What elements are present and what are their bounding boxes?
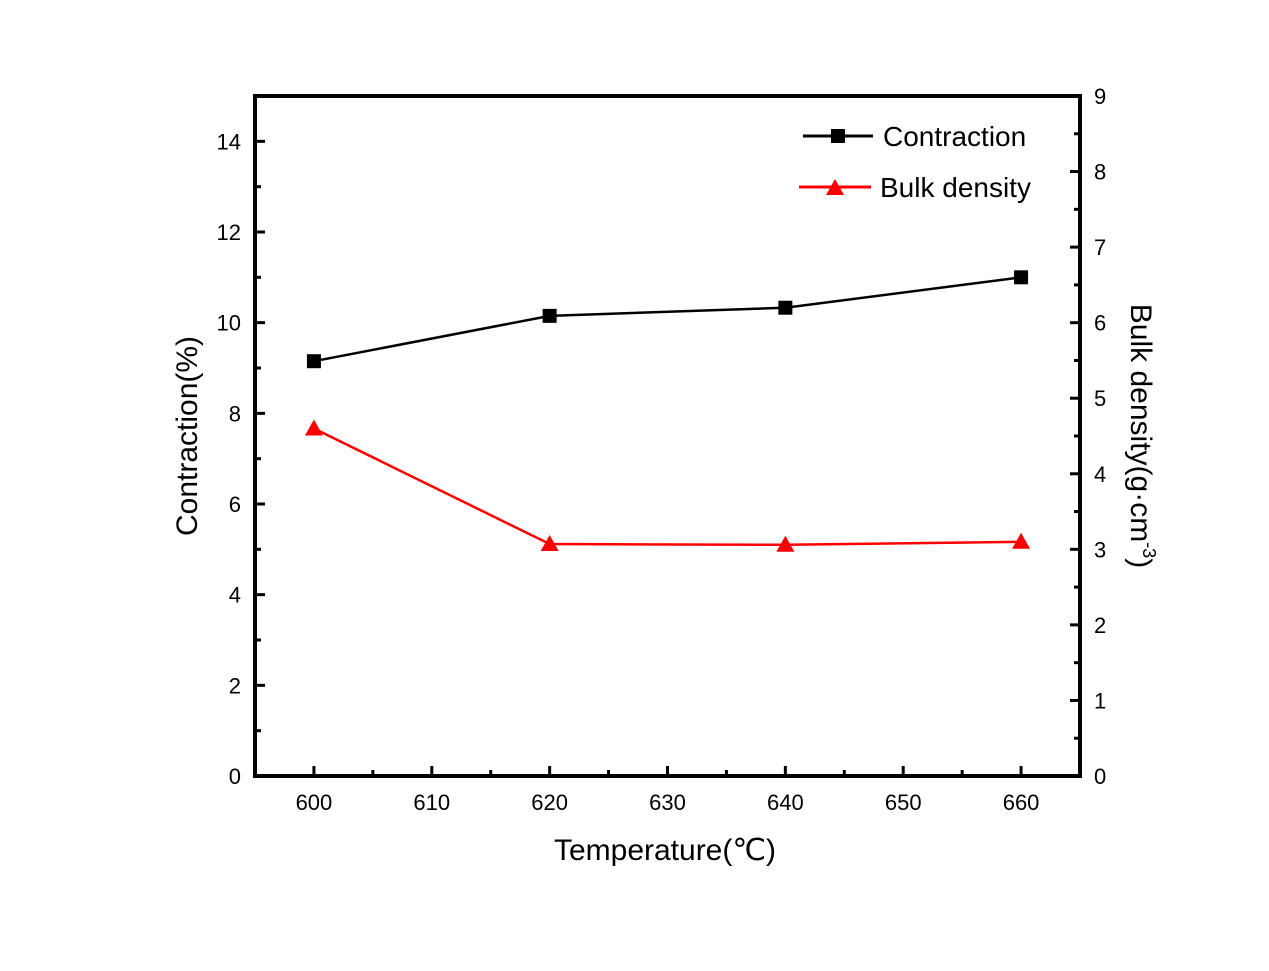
y-axis-title-right-superscript: -3: [1139, 542, 1159, 558]
y-left-tick-label: 2: [229, 673, 241, 698]
y-axis-title-right: Bulk density(g·cm-3): [1124, 304, 1159, 568]
y-left-tick-label: 8: [229, 401, 241, 426]
x-tick-label: 640: [767, 790, 804, 815]
y-left-tick-label: 12: [217, 220, 241, 245]
data-point-bulk-density: [1012, 532, 1031, 549]
y-left-tick-label: 6: [229, 492, 241, 517]
y-right-tick-label: 8: [1094, 160, 1106, 185]
data-point-contraction: [778, 300, 793, 315]
legend-marker-bulk-density: [826, 179, 844, 195]
y-axis-title-right-main: Bulk density(g·cm: [1124, 304, 1157, 542]
y-left-tick-label: 14: [217, 129, 241, 154]
legend-label-bulk-density: Bulk density: [880, 172, 1031, 203]
x-tick-label: 600: [296, 790, 333, 815]
y-right-tick-label: 0: [1094, 764, 1106, 789]
y-axis-title-right-close: ): [1124, 558, 1157, 568]
y-right-tick-label: 7: [1094, 235, 1106, 260]
data-point-bulk-density: [776, 535, 795, 552]
data-point-bulk-density: [304, 419, 323, 436]
data-point-contraction: [306, 354, 321, 369]
x-tick-label: 630: [649, 790, 686, 815]
series-line-bulk-density: [313, 427, 1022, 547]
legend: Contraction Bulk density: [799, 121, 1031, 203]
y-right-tick-label: 4: [1094, 462, 1106, 487]
data-point-contraction: [1014, 270, 1029, 285]
data-point-contraction: [542, 308, 557, 323]
y-right-tick-label: 2: [1094, 613, 1106, 638]
y-right-tick-label: 1: [1094, 688, 1106, 713]
y-right-tick-label: 6: [1094, 311, 1106, 336]
y-left-tick-label: 10: [217, 311, 241, 336]
x-axis-title: Temperature(℃): [554, 834, 776, 867]
y-axis-title-left: Contraction(%): [171, 336, 204, 536]
y-left-tick-label: 4: [229, 583, 241, 608]
series-line-contraction: [313, 276, 1022, 363]
legend-marker-contraction: [831, 129, 845, 143]
x-tick-label: 620: [531, 790, 568, 815]
legend-label-contraction: Contraction: [883, 121, 1026, 152]
x-tick-label: 610: [413, 790, 450, 815]
data-point-bulk-density: [540, 535, 559, 552]
x-tick-label: 660: [1003, 790, 1040, 815]
y-left-tick-label: 0: [229, 764, 241, 789]
y-right-tick-label: 5: [1094, 386, 1106, 411]
x-tick-label: 650: [885, 790, 922, 815]
y-right-tick-label: 9: [1094, 84, 1106, 109]
y-right-tick-label: 3: [1094, 537, 1106, 562]
